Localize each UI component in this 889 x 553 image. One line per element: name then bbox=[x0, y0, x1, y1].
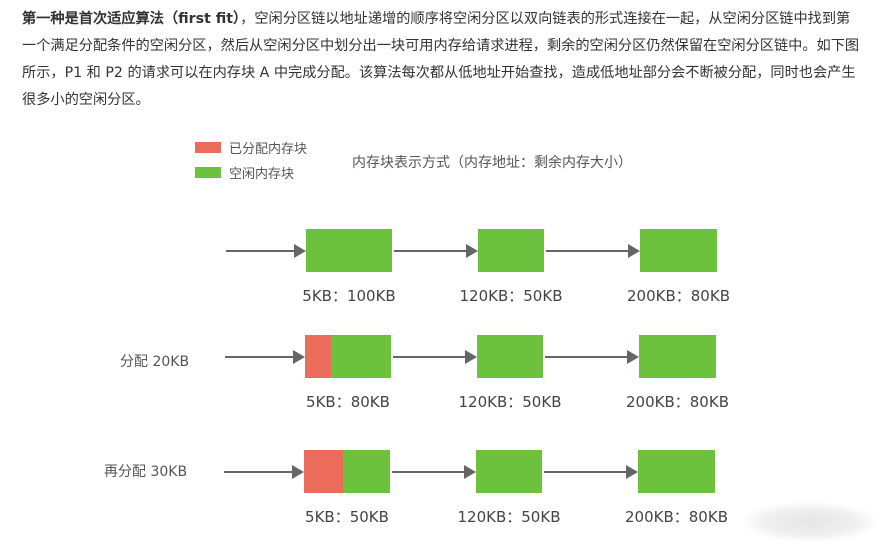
free-segment bbox=[639, 335, 716, 378]
memory-block bbox=[304, 450, 390, 493]
link-arrow bbox=[393, 350, 477, 364]
free-segment bbox=[306, 229, 392, 272]
legend-free-label: 空闲内存块 bbox=[229, 167, 295, 182]
link-arrow bbox=[394, 244, 478, 258]
free-segment bbox=[342, 450, 390, 493]
block-label: 120KB：50KB bbox=[459, 287, 563, 305]
allocated-segment bbox=[305, 335, 331, 378]
memory-block bbox=[638, 450, 715, 493]
link-arrow bbox=[392, 465, 476, 479]
diagram-caption: 内存块表示方式（内存地址：剩余内存大小） bbox=[352, 155, 632, 171]
free-segment bbox=[477, 335, 543, 378]
description-paragraph: 第一种是首次适应算法（first fit），空闲分区链以地址递增的顺序将空闲分区… bbox=[22, 6, 862, 114]
block-label: 5KB：100KB bbox=[302, 287, 396, 305]
allocated-segment bbox=[304, 450, 343, 493]
block-label: 120KB：50KB bbox=[458, 393, 562, 411]
link-arrow bbox=[226, 244, 306, 258]
legend-allocated-swatch bbox=[195, 142, 221, 153]
block-label: 200KB：80KB bbox=[625, 508, 728, 526]
legend-allocated-label: 已分配内存块 bbox=[229, 142, 308, 157]
row-label: 分配 20KB bbox=[120, 354, 190, 370]
free-segment bbox=[476, 450, 542, 493]
paragraph-bold-lead: 第一种是首次适应算法（first fit） bbox=[22, 11, 241, 27]
link-arrow bbox=[545, 350, 639, 364]
memory-block bbox=[477, 335, 543, 378]
link-arrow bbox=[546, 244, 640, 258]
paragraph-text: ，空闲分区链以地址递增的顺序将空闲分区以双向链表的形式连接在一起，从空闲分区链中… bbox=[22, 11, 860, 108]
free-segment bbox=[638, 450, 715, 493]
block-label: 200KB：80KB bbox=[626, 393, 729, 411]
free-segment bbox=[640, 229, 717, 272]
block-label: 5KB：80KB bbox=[306, 393, 390, 411]
link-arrow bbox=[225, 350, 305, 364]
memory-block bbox=[306, 229, 392, 272]
blurred-watermark bbox=[745, 503, 875, 541]
free-segment bbox=[330, 335, 391, 378]
block-label: 120KB：50KB bbox=[457, 508, 561, 526]
memory-block bbox=[639, 335, 716, 378]
memory-block bbox=[478, 229, 544, 272]
block-label: 5KB：50KB bbox=[305, 508, 389, 526]
memory-block bbox=[640, 229, 717, 272]
block-label: 200KB：80KB bbox=[627, 287, 730, 305]
free-segment bbox=[478, 229, 544, 272]
row-label: 再分配 30KB bbox=[104, 464, 188, 480]
legend-free-swatch bbox=[195, 167, 221, 178]
link-arrow bbox=[224, 465, 304, 479]
memory-block bbox=[305, 335, 391, 378]
memory-block bbox=[476, 450, 542, 493]
link-arrow bbox=[544, 465, 638, 479]
